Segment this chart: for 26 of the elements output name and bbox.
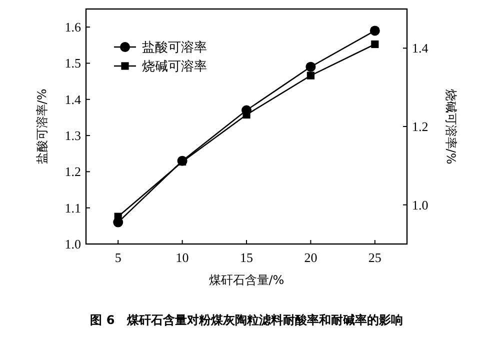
y-tick-label: 1.2	[64, 164, 81, 180]
y2-tick-label: 1.0	[412, 197, 428, 212]
x-tick-label: 15	[240, 250, 253, 265]
y-tick-label: 1.0	[64, 236, 81, 252]
y-tick-label: 1.6	[64, 20, 82, 35]
y-tick-label: 1.5	[64, 56, 81, 71]
x-tick-label: 10	[176, 250, 189, 265]
caption: 图 6 煤矸石含量对粉煤灰陶粒滤料耐酸率和耐碱率的影响	[90, 313, 403, 327]
y2-tick-label: 1.4	[412, 40, 429, 56]
legend-label: 盐酸可溶率	[142, 40, 207, 56]
y-tick-label: 1.4	[64, 92, 82, 107]
y2-axis-title: 烧碱可溶率/%	[444, 88, 458, 164]
point	[306, 62, 316, 72]
x-axis-title: 煤矸石含量/%	[208, 273, 284, 287]
y-tick-label: 1.1	[64, 200, 81, 216]
point	[371, 40, 379, 48]
point	[370, 26, 380, 36]
point	[114, 212, 122, 220]
legend-label: 烧碱可溶率	[142, 58, 207, 74]
point	[306, 72, 314, 80]
y-tick-label: 1.3	[64, 128, 81, 144]
x-tick-label: 5	[114, 250, 122, 265]
y2-tick-label: 1.2	[412, 119, 428, 134]
x-tick-label: 20	[304, 250, 318, 265]
x-tick-label: 25	[368, 250, 382, 265]
y-axis-title: 盐酸可溶率/%	[35, 88, 49, 164]
